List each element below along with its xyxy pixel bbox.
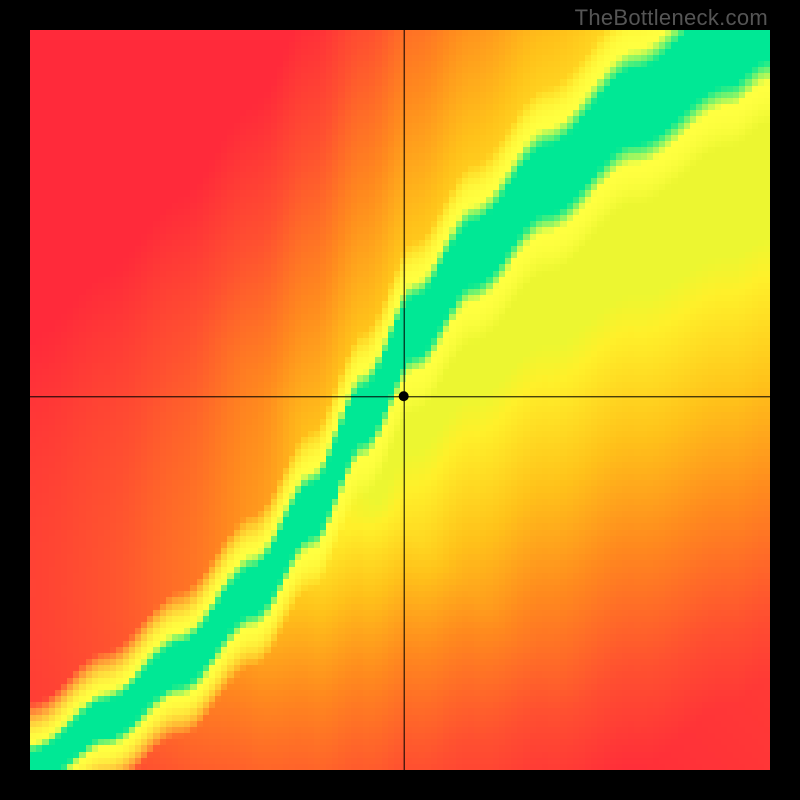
watermark-text: TheBottleneck.com	[575, 5, 768, 31]
crosshair-overlay	[30, 30, 770, 770]
outer-frame: TheBottleneck.com	[0, 0, 800, 800]
plot-area	[30, 30, 770, 770]
